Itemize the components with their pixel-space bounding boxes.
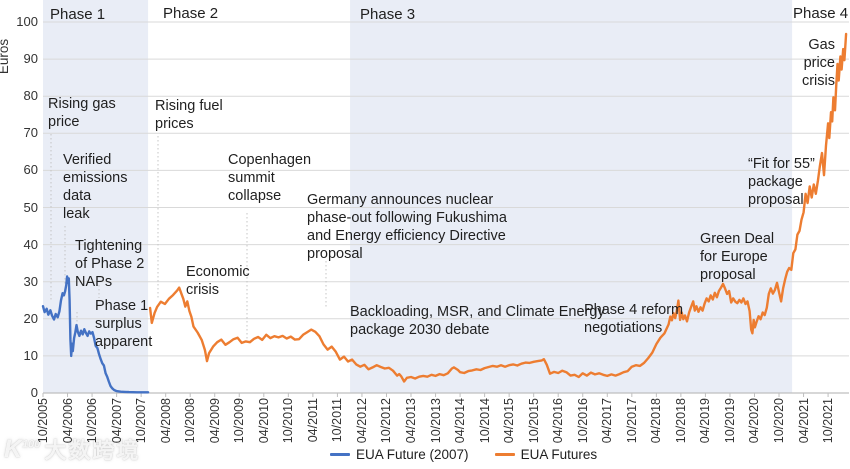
x-axis-tick-label: 04/2009: [207, 398, 222, 444]
x-axis-tick-label: 04/2008: [158, 398, 173, 444]
x-axis-tick-label: 04/2012: [354, 398, 369, 444]
chart-annotation: Green Deal for Europe proposal: [700, 231, 775, 283]
x-axis-tick-label: 10/2020: [772, 398, 787, 444]
x-axis-tick-label: 10/2006: [85, 398, 100, 444]
legend-item-eua-futures: EUA Futures: [494, 447, 598, 462]
y-axis-tick-label: 80: [23, 88, 38, 104]
legend-label: EUA Futures: [520, 447, 598, 462]
x-axis-tick-label: 04/2021: [796, 398, 811, 444]
chart-annotation: Gas price crisis: [801, 37, 835, 89]
x-axis-tick-label: 04/2014: [453, 398, 468, 444]
phase-shading-3: [350, 0, 793, 393]
y-axis-tick-label: 30: [23, 273, 38, 289]
chart-annotation: Tightening of Phase 2 NAPs: [75, 238, 145, 290]
x-axis-tick-label: 04/2016: [551, 398, 566, 444]
x-axis-tick-label: 04/2010: [256, 398, 271, 444]
y-axis-tick-label: 100: [16, 14, 38, 29]
x-axis-tick-label: 10/2011: [330, 398, 345, 443]
x-axis-tick-label: 10/2014: [477, 398, 492, 444]
chart-annotation: Verified emissions data leak: [63, 152, 128, 222]
x-axis-tick-label: 10/2012: [379, 398, 394, 444]
x-axis-tick-label: 10/2005: [36, 398, 50, 444]
phase-shading-1: [43, 0, 149, 393]
y-axis-tick-label: 20: [23, 310, 38, 326]
chart-annotation: Backloading, MSR, and Climate Energy pac…: [350, 304, 605, 338]
chart-annotation: Economic crisis: [186, 264, 250, 298]
y-axis-tick-label: 0: [30, 385, 38, 400]
legend-label: EUA Future (2007): [356, 447, 469, 462]
x-axis-tick-label: 04/2006: [60, 398, 75, 444]
y-axis-tick-label: 10: [23, 347, 38, 363]
x-axis-tick-label: 10/2010: [281, 398, 296, 444]
x-axis-tick-label: 04/2019: [698, 398, 713, 444]
y-axis-tick-label: 90: [23, 51, 38, 67]
x-axis-tick-label: 10/2021: [821, 398, 836, 444]
phase-label-phase-4: Phase 4: [793, 5, 849, 22]
legend-item-eua-future-2007-: EUA Future (2007): [330, 447, 469, 462]
chart-legend: EUA Future (2007) EUA Futures: [330, 447, 597, 462]
legend-line-swatch: [330, 453, 350, 456]
x-axis-tick-label: 10/2007: [134, 398, 149, 444]
chart-annotation: Phase 4 reform negotiations: [584, 302, 684, 336]
x-axis-tick-label: 04/2020: [747, 398, 762, 444]
x-axis-tick-label: 10/2016: [575, 398, 590, 444]
x-axis-tick-label: 04/2007: [109, 398, 124, 444]
phase-label-phase-1: Phase 1: [50, 6, 106, 23]
chart-annotation: Germany announces nuclear phase-out foll…: [307, 192, 507, 262]
x-axis-tick-label: 04/2015: [502, 398, 517, 444]
phase-label-phase-2: Phase 2: [163, 5, 219, 22]
phase-label-phase-3: Phase 3: [360, 6, 416, 23]
y-axis-tick-label: 40: [23, 236, 38, 252]
x-axis-tick-label: 10/2017: [624, 398, 639, 444]
y-axis-tick-label: 60: [23, 162, 38, 178]
x-axis-tick-label: 10/2008: [183, 398, 198, 444]
y-axis-tick-label: 70: [23, 125, 38, 141]
x-axis-tick-label: 04/2018: [649, 398, 664, 444]
x-axis-tick-label: 10/2018: [673, 398, 688, 444]
chart-annotation: Rising gas price: [48, 96, 116, 130]
x-axis-tick-label: 10/2015: [526, 398, 541, 444]
legend-line-swatch: [494, 453, 515, 456]
series-line-eua-future-2007-: [41, 275, 150, 394]
x-axis-tick-label: 10/2009: [232, 398, 247, 444]
x-axis-tick-label: 10/2019: [722, 398, 737, 444]
x-axis-tick-label: 04/2011: [305, 398, 320, 443]
series-line-eua-futures: [148, 32, 848, 383]
chart-annotation: Phase 1 surplus apparent: [95, 298, 153, 350]
chart-annotation: Copenhagen summit collapse: [228, 152, 312, 204]
y-axis-tick-label: 50: [23, 199, 38, 215]
x-axis-tick-label: 04/2013: [404, 398, 418, 444]
x-axis-tick-label: 04/2017: [600, 398, 615, 444]
x-axis-tick-label: 10/2013: [428, 398, 443, 444]
chart-annotation: “Fit for 55” package proposal: [748, 156, 815, 208]
chart-annotation: Rising fuel prices: [155, 98, 223, 132]
